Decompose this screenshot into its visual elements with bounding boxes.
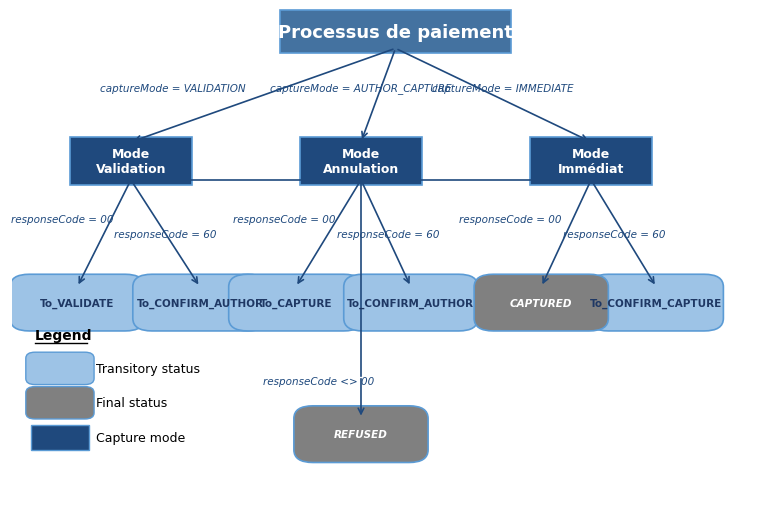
- FancyBboxPatch shape: [474, 275, 608, 331]
- Text: To_CONFIRM_CAPTURE: To_CONFIRM_CAPTURE: [590, 298, 722, 308]
- Text: Transitory status: Transitory status: [97, 362, 200, 375]
- FancyBboxPatch shape: [344, 275, 478, 331]
- FancyBboxPatch shape: [300, 137, 422, 185]
- FancyBboxPatch shape: [10, 275, 144, 331]
- Text: Mode
Annulation: Mode Annulation: [323, 147, 399, 176]
- Text: captureMode = VALIDATION: captureMode = VALIDATION: [100, 83, 246, 93]
- Text: To_CONFIRM_AUTHOR: To_CONFIRM_AUTHOR: [347, 298, 474, 308]
- FancyBboxPatch shape: [132, 275, 267, 331]
- Text: Mode
Immédiat: Mode Immédiat: [558, 147, 624, 176]
- Text: responseCode = 60: responseCode = 60: [337, 230, 439, 240]
- Text: Processus de paiement: Processus de paiement: [278, 24, 513, 42]
- FancyBboxPatch shape: [31, 425, 89, 450]
- Text: Mode
Validation: Mode Validation: [96, 147, 166, 176]
- Text: captureMode = IMMEDIATE: captureMode = IMMEDIATE: [432, 83, 573, 93]
- FancyBboxPatch shape: [294, 406, 428, 463]
- Text: responseCode = 00: responseCode = 00: [460, 215, 562, 225]
- FancyBboxPatch shape: [589, 275, 724, 331]
- FancyBboxPatch shape: [26, 387, 94, 419]
- Text: Legend: Legend: [35, 329, 93, 343]
- Text: responseCode = 60: responseCode = 60: [115, 230, 217, 240]
- Text: To_CAPTURE: To_CAPTURE: [259, 298, 332, 308]
- FancyBboxPatch shape: [26, 352, 94, 385]
- FancyBboxPatch shape: [69, 137, 192, 185]
- FancyBboxPatch shape: [280, 12, 510, 54]
- Text: responseCode = 00: responseCode = 00: [11, 215, 113, 225]
- FancyBboxPatch shape: [530, 137, 653, 185]
- Text: responseCode = 00: responseCode = 00: [233, 215, 336, 225]
- Text: REFUSED: REFUSED: [334, 429, 388, 439]
- Text: CAPTURED: CAPTURED: [510, 298, 573, 308]
- Text: Capture mode: Capture mode: [97, 431, 185, 444]
- Text: To_CONFIRM_AUTHOR: To_CONFIRM_AUTHOR: [136, 298, 263, 308]
- Text: captureMode = AUTHOR_CAPTURE: captureMode = AUTHOR_CAPTURE: [270, 83, 452, 94]
- Text: responseCode <> 00: responseCode <> 00: [263, 376, 375, 386]
- FancyBboxPatch shape: [229, 275, 363, 331]
- Text: To_VALIDATE: To_VALIDATE: [40, 298, 115, 308]
- Text: responseCode = 60: responseCode = 60: [563, 230, 665, 240]
- Text: Final status: Final status: [97, 396, 167, 410]
